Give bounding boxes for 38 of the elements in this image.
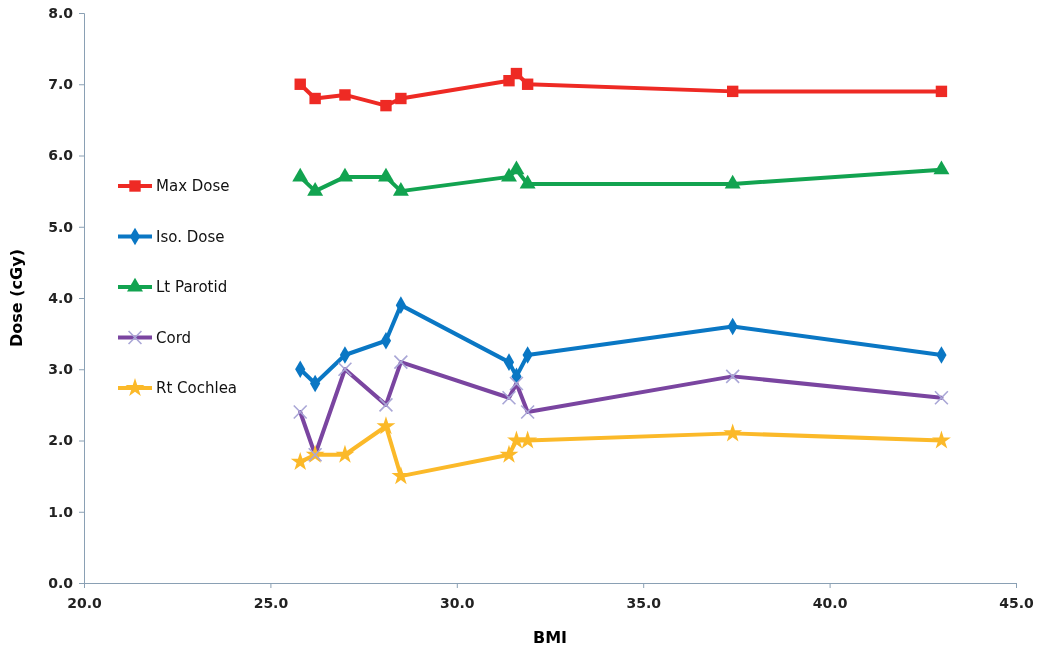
point: [294, 78, 306, 90]
point: [932, 430, 951, 449]
legend-label: Cord: [156, 328, 192, 347]
x-tick-label: 30.0: [440, 594, 475, 611]
point: [518, 430, 538, 449]
point: [380, 99, 392, 112]
y-tick-label: 6.0: [48, 147, 74, 164]
y-tick-label: 5.0: [48, 218, 74, 235]
point: [339, 89, 351, 101]
legend-label: Iso. Dose: [156, 227, 225, 246]
y-tick-label: 4.0: [48, 289, 74, 306]
legend-label: Rt Cochlea: [156, 379, 238, 397]
y-tick-label: 2.0: [48, 432, 74, 449]
point: [726, 85, 739, 98]
y-tick-label: 8.0: [48, 4, 74, 21]
point: [335, 444, 355, 463]
legend-label: Max Dose: [156, 177, 230, 195]
point: [309, 92, 321, 105]
x-tick-label: 40.0: [812, 594, 848, 611]
y-tick-label: 1.0: [48, 503, 74, 520]
x-tick-label: 20.0: [67, 594, 103, 611]
y-tick-label: 7.0: [48, 76, 74, 93]
x-tick-label: 25.0: [253, 594, 289, 611]
x-tick-label: 45.0: [999, 594, 1035, 611]
point: [395, 92, 407, 105]
point: [521, 78, 534, 90]
point: [376, 416, 396, 435]
y-axis-title: Dose (cGy): [7, 249, 26, 347]
y-tick-label: 0.0: [48, 574, 74, 591]
point: [499, 444, 519, 463]
legend-label: Lt Parotid: [156, 278, 228, 296]
point: [935, 85, 948, 98]
x-tick-label: 35.0: [626, 594, 662, 611]
point: [723, 423, 743, 442]
y-tick-label: 3.0: [48, 361, 74, 378]
point: [510, 67, 523, 80]
point: [290, 451, 310, 470]
x-axis-title: BMI: [532, 628, 568, 647]
